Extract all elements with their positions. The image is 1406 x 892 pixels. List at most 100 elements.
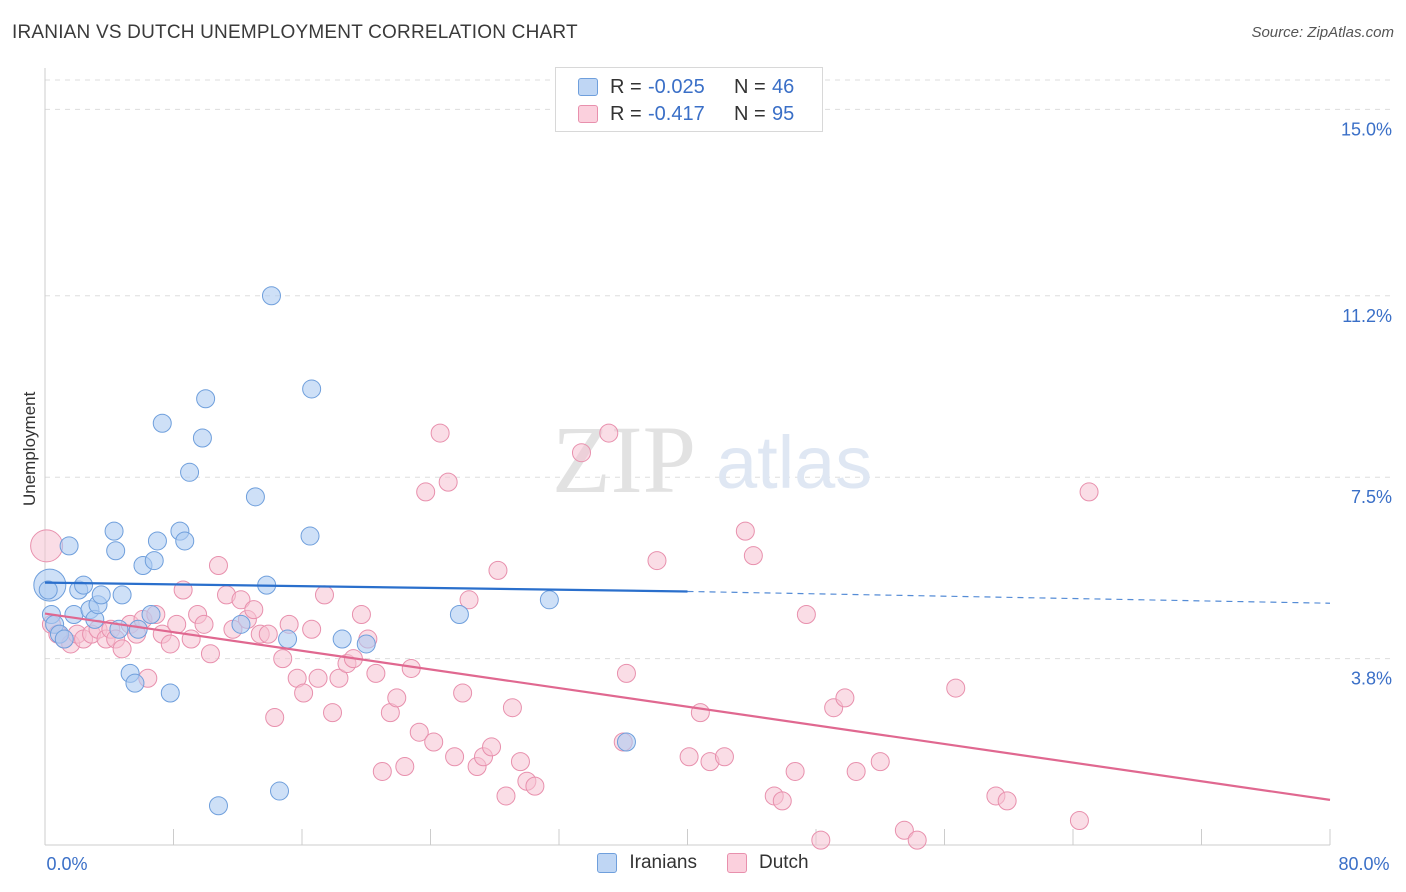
axes [44,68,1331,846]
y-tick-label: 3.8% [1351,669,1392,689]
legend-n-value: 95 [772,102,795,125]
dutch-point [599,423,619,443]
legend-row-iranians: R = -0.025 N = 46 [578,75,794,99]
legend-r-value: -0.025 [648,75,705,98]
iranian-point [64,605,84,625]
dutch-point [438,472,458,492]
iranian-point [125,673,145,693]
dutch-point [366,663,386,683]
dutch-point [907,830,927,850]
y-tick-label: 7.5% [1351,487,1392,507]
series-legend: Iranians Dutch [0,852,1406,874]
iranian-point [270,781,290,801]
dutch-point [743,546,763,566]
dutch-point [231,590,251,610]
iranian-point [332,629,352,649]
legend-n-label: N = [734,102,766,125]
iranian-point [245,487,265,507]
iranian-point [449,605,469,625]
iranian-point [356,634,376,654]
dutch-point [785,761,805,781]
dutch-trend-line [44,612,1331,801]
iranian-point [91,585,111,605]
dutch-point [258,624,278,644]
watermark: ZIP atlas [552,406,872,513]
dutch-point [459,590,479,610]
iranian-point [196,389,216,409]
legend-item-dutch[interactable]: Dutch [726,852,809,874]
dutch-point [112,639,132,659]
dutch-point [395,757,415,777]
correlation-legend: R = -0.025 N = 46 R = -0.417 N = 95 [555,67,823,132]
legend-r-value: -0.417 [648,102,705,125]
legend-swatch-dutch [726,853,747,873]
dutch-point [351,605,371,625]
iranian-point [175,531,195,551]
legend-n-label: N = [734,75,766,98]
legend-r-label: R = [610,75,642,98]
dutch-point [416,482,436,502]
iranian-point [300,526,320,546]
dutch-point [735,521,755,541]
watermark-zip: ZIP [552,406,696,513]
iranian-point [539,590,559,610]
dutch-point [430,423,450,443]
dutch-point [482,737,502,757]
legend-label-iranians: Iranians [629,852,697,873]
iranian-point [192,428,212,448]
iranian-point [208,796,228,816]
dutch-point [372,761,392,781]
dutch-point [265,708,285,727]
iranian-point [180,462,200,482]
dutch-point [525,776,545,796]
dutch-point [894,820,914,840]
dutch-point [208,555,228,575]
dutch-point [796,605,816,625]
legend-row-dutch: R = -0.417 N = 95 [578,102,794,126]
dutch-point [30,529,64,563]
legend-swatch-iranians [578,78,598,96]
iranian-point [141,605,161,625]
iranian-point [152,413,172,433]
dutch-point [323,703,343,723]
iranian-point [128,619,148,639]
dutch-point [314,585,334,605]
iranian-point [160,683,180,703]
dutch-point [496,786,516,806]
dutch-point [453,683,473,703]
dutch-point [160,634,180,654]
dutch-point [811,830,831,850]
dutch-point [1069,810,1089,830]
watermark-atlas: atlas [716,421,872,504]
iranian-point [147,531,167,551]
legend-item-iranians[interactable]: Iranians [597,852,697,874]
legend-swatch-iranians [597,853,618,873]
chart-title: IRANIAN VS DUTCH UNEMPLOYMENT CORRELATIO… [12,22,578,43]
dutch-point [445,747,465,767]
dutch-point [679,747,699,767]
dutch-point [714,747,734,767]
dutch-point [946,678,966,698]
iranian-trend-line [44,581,688,593]
iranian-point [616,732,636,752]
iranian-point [106,541,126,561]
iranian-point [59,536,79,556]
dutch-point [846,761,866,781]
dutch-point [502,698,522,718]
iranian-trend-extension [687,590,1331,604]
iranian-point [54,629,74,649]
dutch-point [647,551,667,571]
dutch-point [997,791,1017,811]
dutch-point [870,752,890,772]
dutch-point [200,644,220,664]
dutch-point [294,683,314,703]
iranian-point [231,614,251,634]
dutch-point [424,732,444,752]
dutch-point [835,688,855,708]
dutch-point [308,668,328,688]
dutch-point [690,703,710,723]
dutch-point [488,560,508,580]
dutch-point [302,619,322,639]
iranian-point [104,521,124,541]
